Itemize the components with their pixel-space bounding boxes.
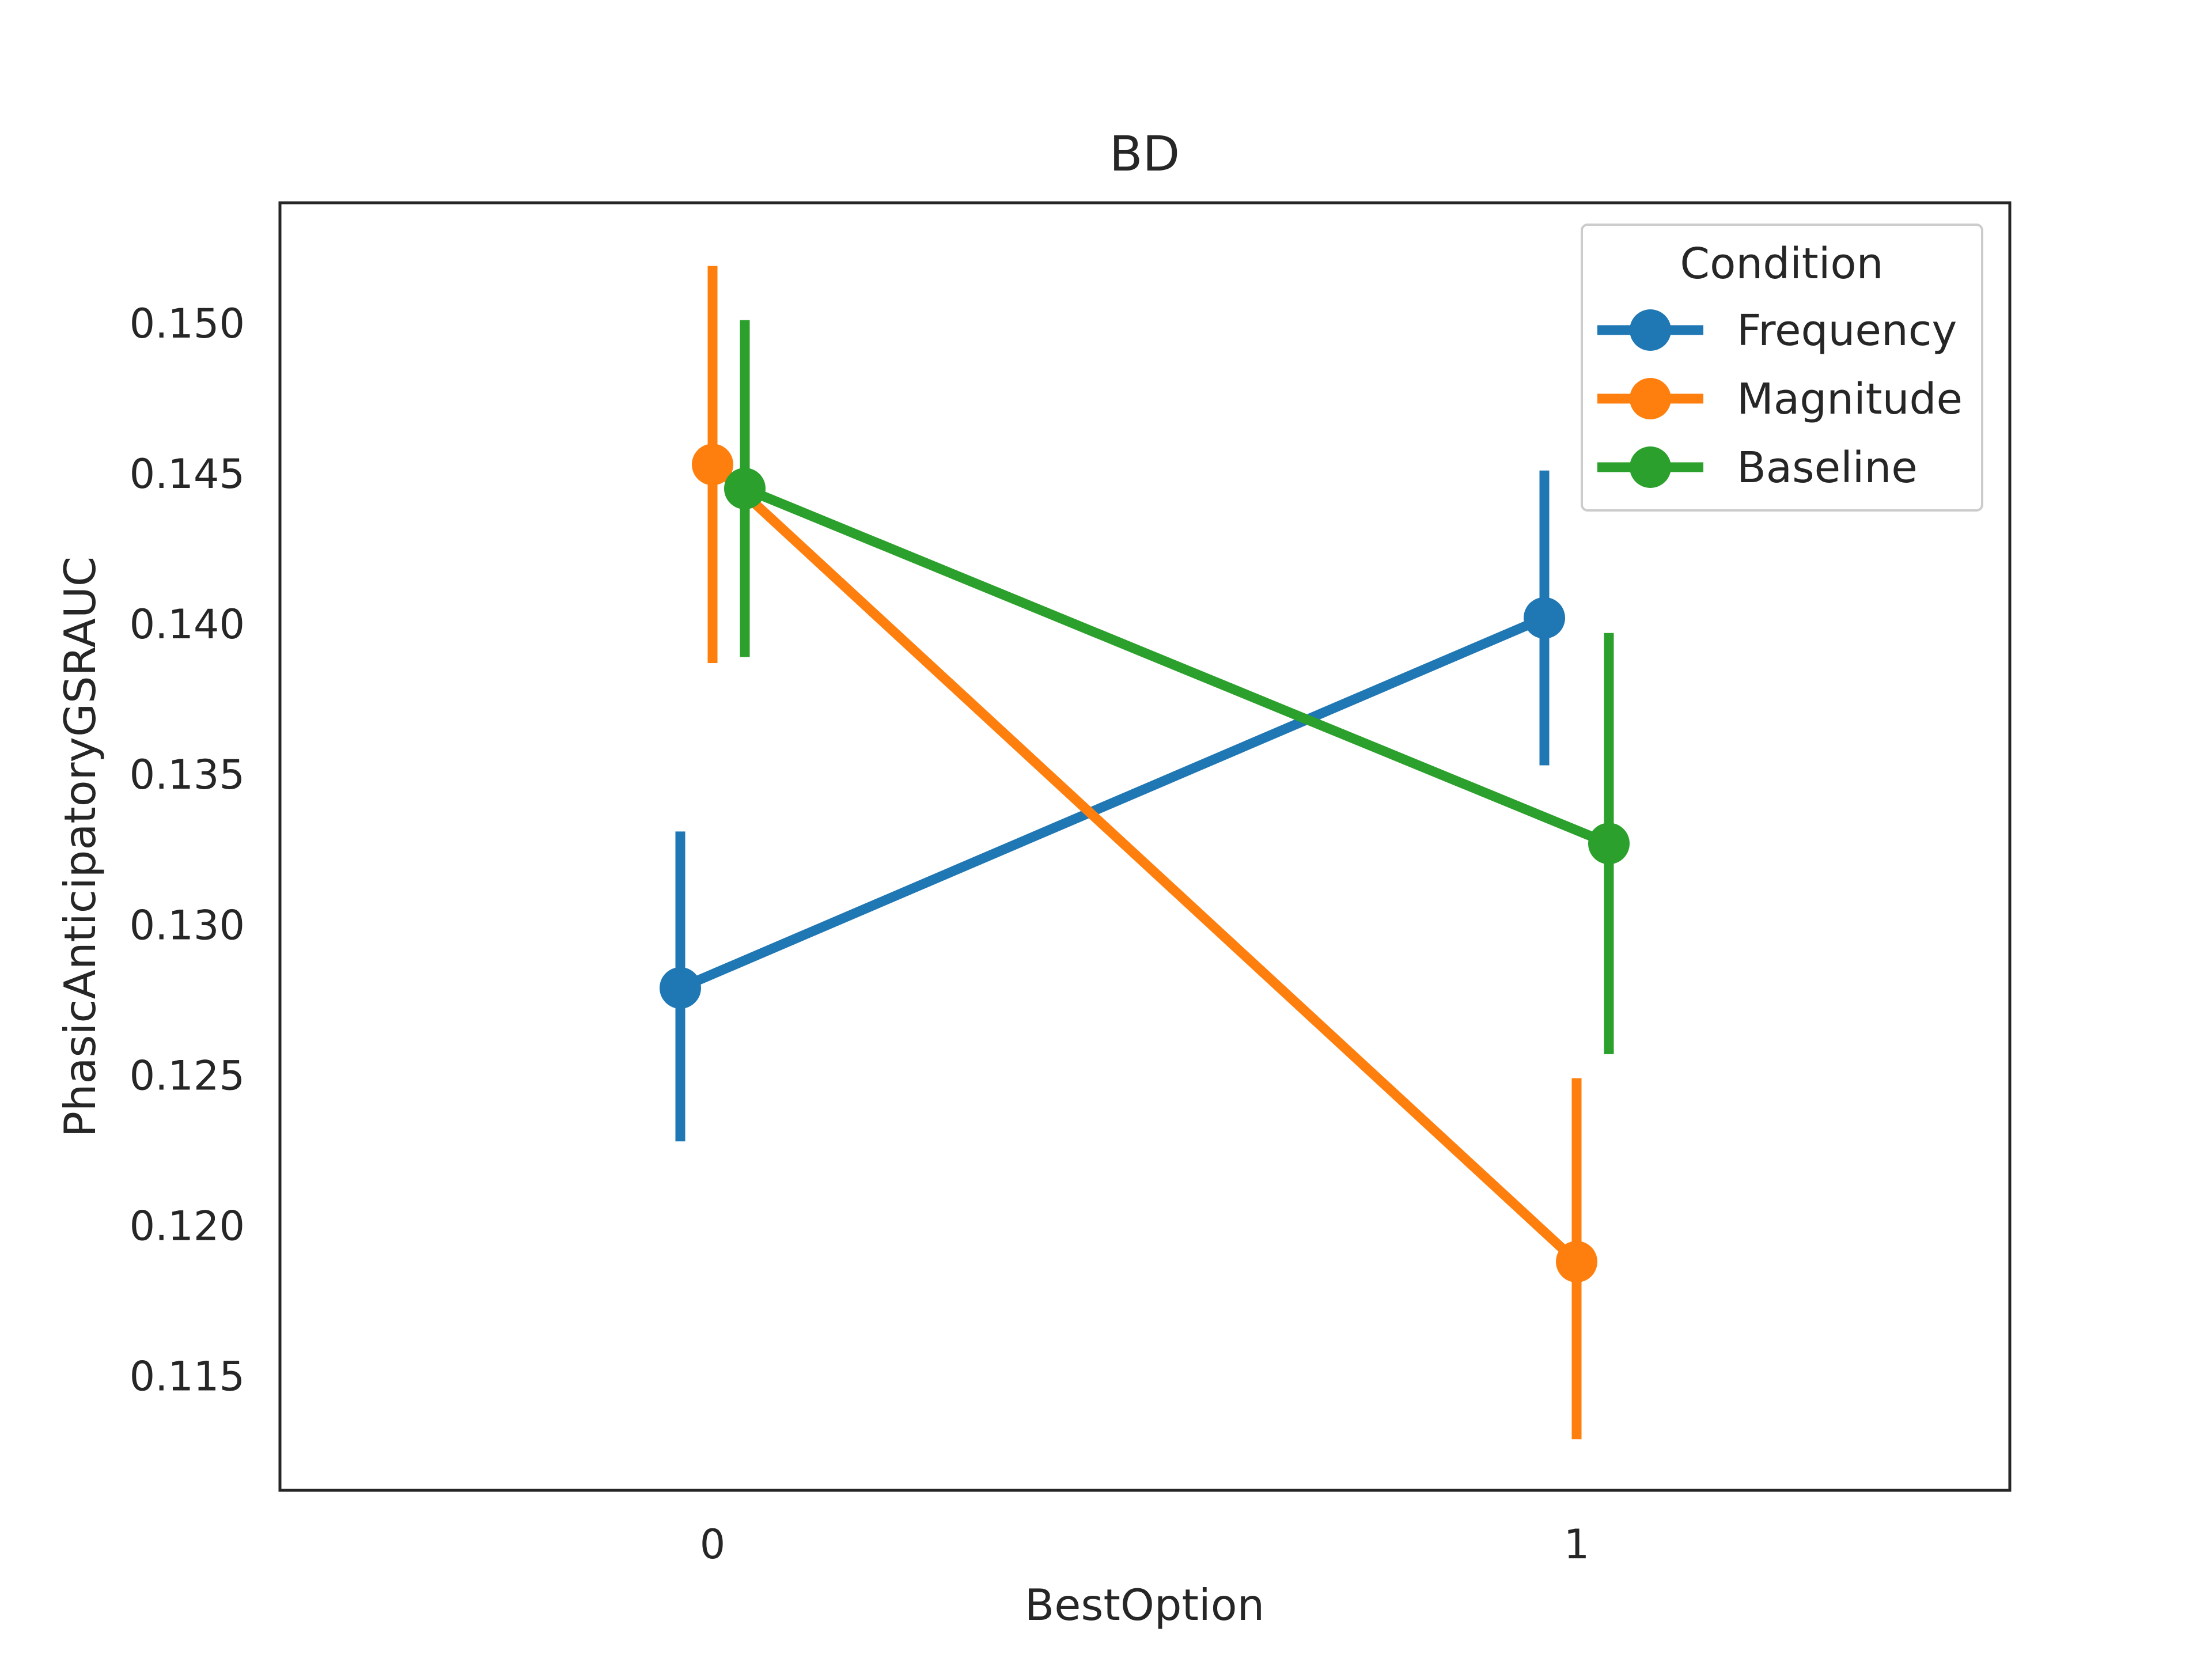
series-line bbox=[709, 461, 1580, 1266]
y-tick-labels: 0.115 0.120 0.125 0.130 0.135 0.140 0.145 0.150 bbox=[130, 300, 245, 1400]
data-point bbox=[1556, 1241, 1597, 1283]
data-point bbox=[1588, 823, 1630, 865]
data-point bbox=[692, 444, 733, 486]
legend-box bbox=[1581, 224, 1983, 512]
x-axis-label: BestOption bbox=[1025, 1580, 1264, 1630]
data-point bbox=[1524, 597, 1565, 639]
y-tick-label: 0.120 bbox=[130, 1202, 245, 1250]
y-tick-label: 0.145 bbox=[130, 450, 245, 498]
legend-label: Magnitude bbox=[1737, 374, 1963, 424]
data-point bbox=[660, 967, 701, 1009]
series-magnitude bbox=[692, 266, 1597, 1440]
legend-marker bbox=[1630, 378, 1671, 419]
y-tick-label: 0.130 bbox=[130, 902, 245, 949]
legend-item-frequency: Frequency bbox=[1597, 306, 1957, 355]
series-frequency bbox=[660, 470, 1565, 1142]
y-axis-label: PhasicAnticipatoryGSRAUC bbox=[55, 556, 105, 1137]
legend-marker bbox=[1630, 446, 1671, 488]
legend-label: Frequency bbox=[1737, 306, 1957, 355]
legend-label: Baseline bbox=[1737, 443, 1918, 493]
chart-marks bbox=[660, 266, 1630, 1440]
y-tick-label: 0.150 bbox=[130, 300, 245, 347]
legend-marker bbox=[1630, 309, 1671, 351]
y-tick-label: 0.135 bbox=[130, 751, 245, 798]
y-tick-label: 0.125 bbox=[130, 1052, 245, 1099]
plot-frame bbox=[278, 201, 2012, 1492]
series-line bbox=[743, 484, 1611, 849]
y-tick-label: 0.115 bbox=[130, 1353, 245, 1400]
y-tick-label: 0.140 bbox=[130, 601, 245, 648]
series-line bbox=[678, 613, 1547, 993]
x-tick-label: 1 bbox=[1564, 1521, 1590, 1568]
legend-item-baseline: Baseline bbox=[1597, 443, 1918, 493]
legend-title: Condition bbox=[1680, 239, 1883, 289]
chart-title: BD bbox=[1109, 126, 1180, 182]
legend-item-magnitude: Magnitude bbox=[1597, 374, 1963, 424]
legend: Condition Frequency Magnitude Baseline bbox=[1581, 224, 1983, 512]
x-tick-label: 0 bbox=[700, 1521, 726, 1568]
data-point bbox=[724, 468, 766, 510]
series-baseline bbox=[724, 320, 1630, 1054]
